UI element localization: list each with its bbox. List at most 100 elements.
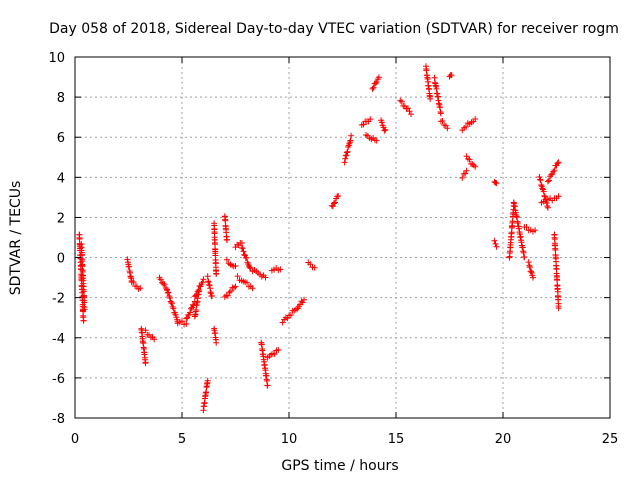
x-tick-label: 15: [388, 432, 405, 447]
data-point: [541, 192, 548, 199]
y-tick-labels: -8 -6 -4 -2 0 2 4 6 8 10: [48, 51, 65, 427]
data-point: [472, 116, 479, 122]
data-point: [523, 224, 530, 230]
data-point: [196, 288, 203, 295]
data-point: [200, 276, 207, 283]
y-tick-label: 4: [57, 171, 65, 186]
data-point: [165, 289, 172, 296]
data-point: [241, 251, 248, 258]
data-point: [537, 177, 544, 184]
data-point: [151, 336, 158, 343]
data-point: [369, 85, 376, 92]
data-point: [199, 279, 206, 286]
data-point: [548, 171, 555, 178]
data-point: [130, 279, 137, 286]
data-point: [277, 266, 284, 273]
data-point: [80, 317, 87, 324]
data-point: [540, 188, 547, 195]
data-point: [538, 182, 545, 188]
data-point: [375, 74, 382, 81]
data-point: [344, 149, 350, 156]
data-point: [264, 382, 271, 389]
data-point: [521, 254, 528, 261]
data-point: [554, 160, 561, 167]
data-point: [463, 123, 469, 130]
x-tick-label: 25: [602, 432, 619, 447]
data-point: [240, 248, 247, 255]
data-point: [183, 315, 190, 322]
data-point: [161, 281, 168, 288]
y-tick-label: -8: [52, 412, 65, 427]
data-point: [275, 346, 282, 353]
data-point: [525, 259, 532, 266]
data-point: [164, 290, 171, 296]
data-point: [342, 155, 349, 162]
data-point: [532, 227, 539, 234]
data-point: [348, 132, 355, 139]
data-point: [332, 199, 338, 206]
data-point: [213, 339, 220, 346]
data-point: [232, 263, 239, 269]
data-point: [469, 161, 476, 168]
data-point: [234, 273, 241, 280]
data-point: [382, 126, 389, 133]
data-point: [232, 283, 239, 290]
data-point: [555, 305, 562, 312]
y-tick-label: -2: [52, 292, 65, 307]
data-point: [262, 274, 269, 281]
data-point: [249, 285, 256, 292]
data-point: [179, 318, 185, 325]
data-point: [239, 245, 246, 252]
data-point: [526, 262, 533, 269]
data-point: [329, 203, 336, 210]
data-point: [372, 80, 379, 87]
data-point: [142, 327, 149, 334]
data-point: [209, 292, 215, 299]
data-point: [188, 305, 194, 312]
data-point: [398, 98, 405, 105]
x-tick-label: 0: [71, 432, 79, 447]
chart-title: Day 058 of 2018, Sidereal Day-to-day VTE…: [49, 21, 619, 37]
data-point: [381, 127, 388, 134]
y-axis-label: SDTVAR / TECUs: [8, 181, 24, 296]
data-point: [370, 84, 377, 91]
data-point: [223, 237, 230, 243]
x-tick-label: 20: [495, 432, 512, 447]
data-point: [223, 256, 230, 263]
data-point: [462, 170, 469, 177]
y-tick-label: 8: [57, 91, 65, 106]
data-point: [397, 97, 404, 104]
data-point: [528, 269, 535, 276]
data-point: [166, 294, 173, 301]
data-point: [187, 309, 194, 316]
data-point: [347, 137, 354, 144]
data-point: [243, 254, 250, 261]
data-point: [408, 111, 414, 118]
data-point: [287, 312, 294, 318]
data-point: [373, 79, 380, 85]
data-point: [555, 159, 562, 166]
x-tick-label: 10: [281, 432, 298, 447]
data-point: [169, 303, 176, 310]
data-point: [463, 167, 470, 174]
data-point: [439, 118, 446, 124]
data-point: [330, 200, 337, 207]
data-point: [444, 125, 451, 132]
data-point: [463, 153, 470, 160]
data-point: [246, 264, 253, 271]
data-point: [224, 292, 231, 299]
data-point: [173, 314, 180, 321]
data-point: [492, 240, 499, 247]
data-point: [343, 152, 350, 159]
data-point: [551, 167, 558, 174]
y-tick-label: 6: [57, 131, 65, 146]
data-point: [491, 237, 498, 244]
y-tick-label: -4: [52, 332, 65, 347]
data-point: [448, 72, 455, 79]
data-point: [493, 180, 500, 187]
data-points: [76, 63, 562, 414]
data-point: [546, 177, 552, 184]
data-point: [427, 95, 434, 102]
data-point: [183, 320, 190, 327]
